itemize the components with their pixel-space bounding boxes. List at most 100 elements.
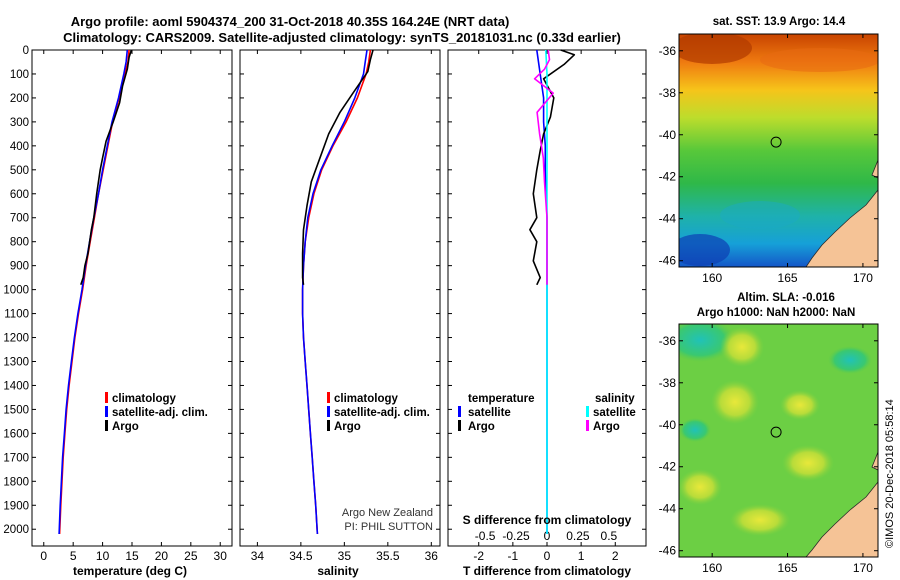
x-tick-label: 35 [338, 549, 352, 563]
x-tick-label: -2 [473, 549, 484, 563]
latitude-tick-label: -44 [659, 502, 677, 516]
depth-tick-label: 1500 [3, 404, 29, 416]
sla-high-anomaly [720, 327, 764, 367]
sla-map-image [679, 324, 878, 557]
s-difference-label: S difference from climatology [463, 513, 632, 527]
depth-tick-label: 1600 [3, 428, 29, 440]
temperature-x-label: temperature (deg C) [73, 564, 187, 578]
legend-label-climatology: climatology [112, 393, 177, 405]
depth-tick-label: 100 [10, 69, 29, 81]
x-tick-label: 25 [184, 549, 198, 563]
sst-map-ticks: 160 165 170 -36 -38 -40 -42 -44 -46 [659, 34, 878, 285]
argo-position-marker [770, 136, 782, 148]
latitude-tick-label: -40 [659, 418, 677, 432]
legend-label-argo: Argo [112, 421, 139, 433]
legend-swatch-sal-argo [586, 420, 589, 431]
x-tick-label-salinity-diff: 0 [544, 529, 551, 543]
legend-label-temp-satellite: satellite [468, 407, 511, 419]
series-line-temperature-argo [529, 49, 576, 286]
sla-high-anomaly [711, 380, 759, 424]
depth-tick-label: 1300 [3, 356, 29, 368]
sst-cool-patch [720, 201, 800, 229]
figure-title-line1: Argo profile: aoml 5904374_200 31-Oct-20… [71, 14, 510, 29]
x-tick-label: 36 [425, 549, 439, 563]
latitude-tick-label: -42 [659, 460, 677, 474]
legend-label-sal-argo: Argo [593, 421, 620, 433]
difference-panel: -2 -1 0 1 2 -0.5 -0.25 0 0.25 0.5 temperature sat… [447, 49, 647, 578]
sst-map-frame [678, 33, 879, 268]
institution-annotation: Argo New Zealand [342, 507, 433, 519]
salinity-series [301, 49, 374, 535]
legend-swatch-argo [105, 420, 108, 431]
x-tick-label: 5 [70, 549, 77, 563]
pi-annotation: PI: PHIL SUTTON [344, 521, 433, 533]
longitude-tick-label: 165 [778, 271, 798, 285]
longitude-tick-label: 160 [702, 271, 722, 285]
sla-map-panel: Altim. SLA: -0.016 Argo h1000: NaN h2000… [659, 292, 879, 575]
x-tick-label: 30 [214, 549, 228, 563]
depth-tick-label: 600 [10, 189, 29, 201]
t-difference-label: T difference from climatology [463, 564, 631, 578]
salinity-depth-ticks [240, 49, 440, 530]
legend-title-temperature: temperature [468, 393, 534, 405]
latitude-tick-label: -46 [659, 544, 677, 558]
difference-depth-ticks [448, 49, 646, 530]
depth-tick-label: 400 [10, 141, 29, 153]
x-tick-label: 20 [155, 549, 169, 563]
depth-tick-label: 800 [10, 237, 29, 249]
legend-label-sal-satellite: satellite [593, 407, 636, 419]
sst-map-image [679, 34, 878, 267]
latitude-tick-label: -42 [659, 170, 677, 184]
legend-title-salinity: salinity [595, 393, 635, 405]
sst-map-title: sat. SST: 13.9 Argo: 14.4 [713, 16, 846, 28]
x-tick-label-salinity-diff: 0.25 [566, 529, 590, 543]
salinity-legend: climatology satellite-adj. clim. Argo [327, 392, 430, 433]
depth-tick-label: 700 [10, 213, 29, 225]
sla-map-frame [678, 323, 879, 558]
x-tick-label: 35.5 [376, 549, 400, 563]
series-line-salinity-satellite [545, 49, 548, 534]
x-tick-label-salinity-diff: 0.5 [601, 529, 618, 543]
latitude-tick-label: -40 [659, 128, 677, 142]
depth-tick-label: 2000 [3, 524, 29, 536]
sla-map-ticks: 160 165 170 -36 -38 -40 -42 -44 -46 [659, 324, 878, 575]
legend-swatch-argo [327, 420, 330, 431]
temperature-x-ticks: 0 5 10 15 20 25 30 [40, 50, 227, 563]
x-tick-label: 2 [612, 549, 619, 563]
sst-warm-patch [679, 34, 752, 64]
latitude-tick-label: -36 [659, 44, 677, 58]
salinity-x-ticks: 34 34.5 35 35.5 36 [251, 50, 439, 563]
sst-warm-patch [760, 48, 878, 72]
sst-map-panel: sat. SST: 13.9 Argo: 14.4 160 165 170 -36 -3… [659, 16, 879, 285]
x-tick-label: 34.5 [289, 549, 313, 563]
depth-tick-label: 300 [10, 117, 29, 129]
sla-high-anomaly [782, 445, 834, 481]
latitude-tick-label: -38 [659, 86, 677, 100]
sst-cold-patch [679, 234, 730, 266]
salinity-panel: 34 34.5 35 35.5 36 climatology satellite-adj… [239, 49, 441, 578]
depth-tick-label: 900 [10, 261, 29, 273]
depth-tick-label: 1400 [3, 380, 29, 392]
legend-swatch-temp-argo [458, 420, 461, 431]
figure-title-line2: Climatology: CARS2009. Satellite-adjuste… [63, 30, 621, 45]
legend-swatch-sal-satellite [586, 406, 589, 417]
sla-map-title: Altim. SLA: -0.016 [737, 292, 835, 304]
depth-tick-label: 1000 [3, 285, 29, 297]
depth-tick-label: 0 [23, 45, 29, 57]
legend-swatch-satellite [327, 406, 330, 417]
x-tick-label: 10 [96, 549, 110, 563]
salinity-x-label: salinity [317, 564, 359, 578]
sla-high-anomaly [679, 469, 722, 505]
x-tick-label: 0 [544, 549, 551, 563]
longitude-tick-label: 160 [702, 561, 722, 575]
legend-swatch-satellite [105, 406, 108, 417]
land-mass [805, 189, 878, 267]
series-line-argo [80, 49, 133, 286]
salinity-plot-frame [239, 49, 441, 547]
latitude-tick-label: -46 [659, 254, 677, 268]
x-tick-label: 15 [125, 549, 139, 563]
x-tick-label-salinity-diff: -0.5 [475, 529, 496, 543]
legend-swatch-temp-satellite [458, 406, 461, 417]
legend-label-argo: Argo [334, 421, 361, 433]
